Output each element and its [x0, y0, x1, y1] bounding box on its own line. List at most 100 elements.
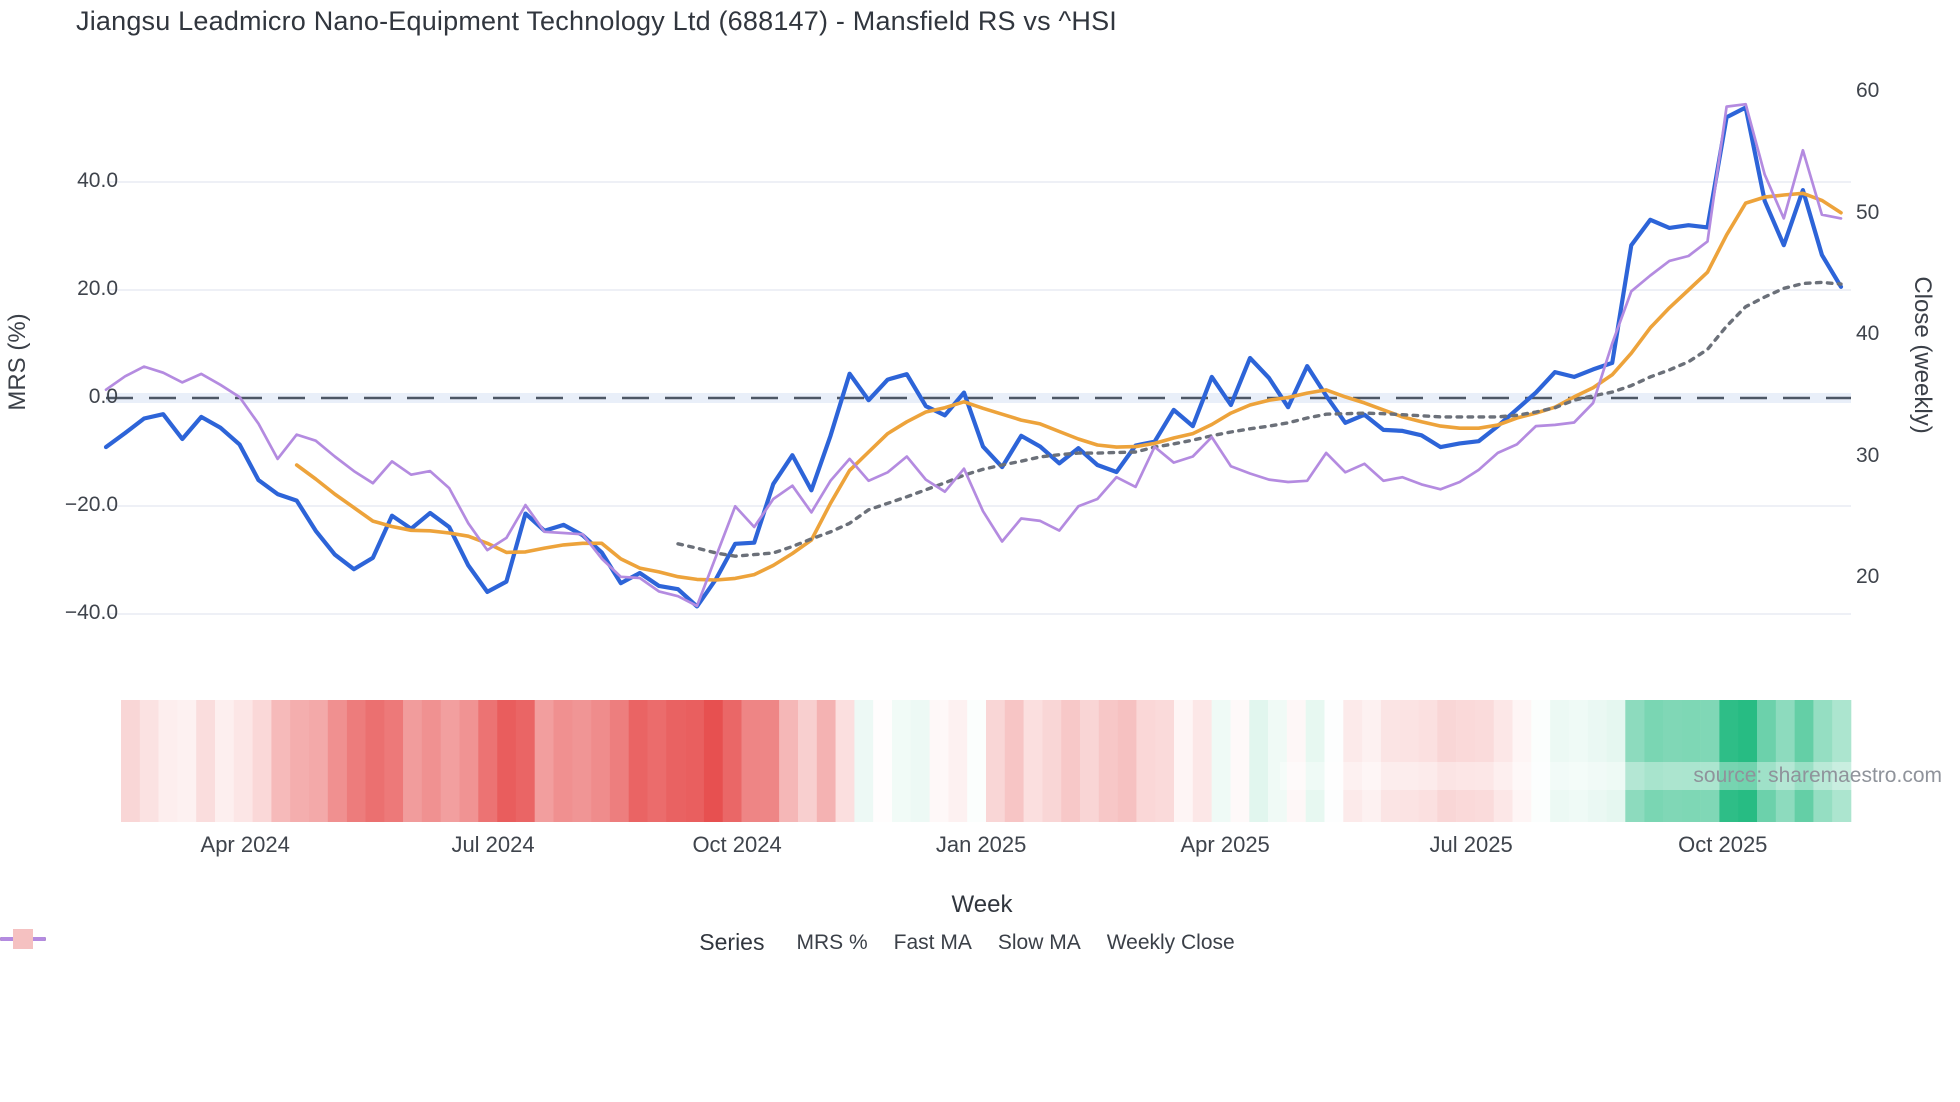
- heatmap-cell: [1550, 700, 1570, 822]
- heatmap-cell: [685, 700, 705, 822]
- heatmap-cell: [1004, 700, 1024, 822]
- heatmap-cell: [553, 700, 573, 822]
- x-tick-label: Jul 2024: [451, 832, 535, 857]
- heatmap-cell: [873, 700, 893, 822]
- heatmap-cell: [459, 700, 479, 822]
- heatmap-cell: [1625, 700, 1645, 822]
- legend-item-mrs-[interactable]: MRS %: [0, 930, 868, 955]
- heatmap-cell: [1587, 700, 1607, 822]
- legend-item-slow-ma[interactable]: Slow MA: [0, 930, 1081, 955]
- right-axis-title: Close (weekly): [1909, 276, 1936, 434]
- right-tick-label: 30: [1856, 443, 1880, 467]
- heatmap-cell: [572, 700, 592, 822]
- source-watermark: source: sharemaestro.com: [1280, 762, 1948, 790]
- heatmap-cell: [327, 700, 347, 822]
- heatmap-cell: [1531, 700, 1551, 822]
- heatmap-cell: [1117, 700, 1137, 822]
- series-line-slow-ma: [676, 280, 1843, 558]
- heatmap-cell: [1738, 700, 1758, 822]
- heatmap-cell: [1700, 700, 1720, 822]
- legend-item-label: Slow MA: [997, 930, 1081, 954]
- heatmap-cell: [1794, 700, 1814, 822]
- right-tick-label: 40: [1856, 322, 1880, 345]
- heatmap-cell: [497, 700, 517, 822]
- heatmap-cell: [1380, 700, 1400, 822]
- heatmap-cell: [1042, 700, 1062, 822]
- heatmap-cell: [835, 700, 855, 822]
- heatmap-cell: [741, 700, 761, 822]
- heatmap-cell: [290, 700, 310, 822]
- legend-item-label: MRS %: [796, 930, 868, 954]
- heatmap-cell: [1418, 700, 1438, 822]
- heatmap-cell: [1832, 700, 1852, 822]
- heatmap-cell: [252, 700, 272, 822]
- heatmap-cell: [666, 700, 686, 822]
- heatmap-cell: [910, 700, 930, 822]
- heatmap-cell: [1512, 700, 1532, 822]
- heatmap-cell: [158, 700, 178, 822]
- heatmap-cell: [1023, 700, 1043, 822]
- heatmap-cell: [1155, 700, 1175, 822]
- heatmap-cell: [854, 700, 874, 822]
- heatmap-cell: [1061, 700, 1081, 822]
- heatmap-cell: [779, 700, 799, 822]
- heatmap-cell: [1098, 700, 1118, 822]
- heatmap-cell: [609, 700, 629, 822]
- heatmap-cell: [421, 700, 441, 822]
- x-tick-label: Oct 2025: [1678, 832, 1768, 857]
- heatmap-cell: [628, 700, 648, 822]
- x-tick-label: Apr 2024: [200, 832, 290, 857]
- legend-item-label: Weekly Close: [1106, 930, 1235, 954]
- legend: Series MRS % Fast MA Slow MA Weekly Close: [0, 929, 1960, 956]
- series-line-weekly-close: [104, 102, 1843, 608]
- heatmap-cell: [365, 700, 385, 822]
- heatmap-cell: [177, 700, 197, 822]
- heatmap-cell: [967, 700, 987, 822]
- heatmap-cell: [1568, 700, 1588, 822]
- heatmap-cell: [1775, 700, 1795, 822]
- heatmap-cell: [233, 700, 253, 822]
- legend-item-fast-ma[interactable]: Fast MA: [0, 930, 972, 955]
- series-line-mrs-: [103, 105, 1844, 609]
- heatmap-cell: [986, 700, 1006, 822]
- heatmap-cell: [722, 700, 742, 822]
- heatmap-cell: [1305, 700, 1325, 822]
- heatmap-cell: [798, 700, 818, 822]
- heatmap-cell: [534, 700, 554, 822]
- heatmap-cell: [309, 700, 329, 822]
- heatmap-cell: [1362, 700, 1382, 822]
- heatmap-cell: [1606, 700, 1626, 822]
- heatmap-cell: [1174, 700, 1194, 822]
- left-tick-label: 40.0: [77, 169, 118, 192]
- legend-items: MRS % Fast MA Slow MA Weekly Close: [0, 929, 1260, 955]
- heatmap-cell: [1080, 700, 1100, 822]
- heatmap-cell: [139, 700, 159, 822]
- heatmap-cell: [1474, 700, 1494, 822]
- x-tick-label: Jan 2025: [935, 832, 1027, 857]
- heatmap-cell: [892, 700, 912, 822]
- legend-item-label: Fast MA: [893, 930, 972, 954]
- series-line-fast-ma: [294, 191, 1843, 582]
- left-axis-title: MRS (%): [4, 313, 31, 411]
- heatmap-cell: [760, 700, 780, 822]
- left-tick-label: 0.0: [88, 385, 118, 408]
- heatmap-cell: [346, 700, 366, 822]
- heatmap-cell: [1268, 700, 1288, 822]
- heatmap-cell: [1437, 700, 1457, 822]
- heatmap-cell: [1719, 700, 1739, 822]
- heatmap-cell: [1757, 700, 1777, 822]
- heatmap-cell: [121, 700, 141, 822]
- heatmap-swatch-icon: [13, 929, 33, 949]
- heatmap-cell: [403, 700, 423, 822]
- heatmap-cell: [591, 700, 611, 822]
- heatmap-cell: [1230, 700, 1250, 822]
- chart-title: Jiangsu Leadmicro Nano-Equipment Technol…: [76, 6, 1118, 36]
- heatmap-cell: [215, 700, 235, 822]
- x-tick-label: Jul 2025: [1429, 832, 1513, 857]
- heatmap-cell: [1493, 700, 1513, 822]
- left-tick-label: −40.0: [64, 601, 118, 624]
- heatmap-cell: [1456, 700, 1476, 822]
- legend-item-weekly-close[interactable]: Weekly Close: [0, 930, 1235, 955]
